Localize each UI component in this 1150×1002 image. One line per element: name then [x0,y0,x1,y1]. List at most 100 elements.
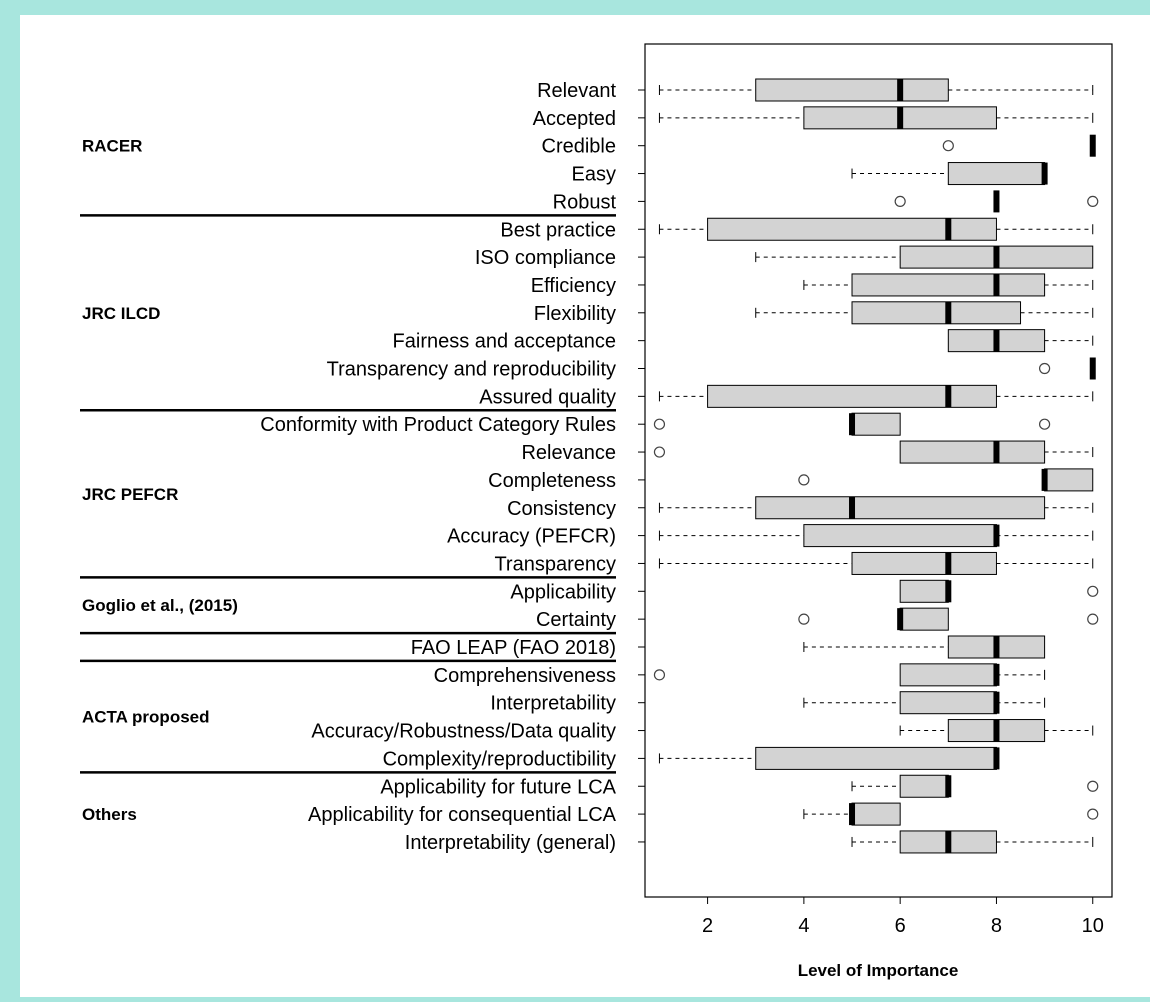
outlier-point [653,669,666,681]
median-bar [945,301,952,324]
median-bar [1089,134,1096,157]
category-labels: Relevant Accepted Credible Easy Robust Best p… [260,80,616,854]
x-tick-label: 6 [895,915,906,937]
group-label: RACER [82,137,142,156]
category-label: Flexibility [534,303,616,325]
median-bar [945,830,952,853]
category-label: Relevant [537,80,616,102]
x-tick-label: 4 [798,915,809,937]
box [851,412,901,436]
group-label: JRC ILCD [82,304,160,323]
median-bar [897,79,904,101]
outlier-point [798,474,810,486]
median-bar [993,691,1000,714]
outlier-point [942,140,954,152]
category-label: Interpretability [490,693,616,715]
median-bar [945,775,952,798]
median-bar [945,580,952,603]
category-label: Accuracy/Robustness/Data quality [311,721,616,743]
group-labels: RACER JRC ILCD JRC PEFCR Goglio et al., (20… [82,137,238,824]
x-tick-label: 10 [1082,915,1104,937]
category-label: Accepted [533,108,616,130]
box [851,551,997,575]
category-label: Applicability for consequential LCA [308,804,617,826]
x-axis-label: Level of Importance [798,961,959,980]
plot-frame [644,43,1113,898]
category-label: Best practice [500,219,616,241]
median-bar [897,106,904,129]
median-bar [993,246,1000,269]
category-label: Transparency [494,553,616,575]
median-bar [897,608,904,631]
median-bar [993,190,1000,213]
boxplot-chart: RACER JRC ILCD JRC PEFCR Goglio et al., (20… [80,43,1113,980]
category-label: Assured quality [479,386,616,408]
category-label: Transparency and reproducibility [327,359,616,381]
figure-card: RACER JRC ILCD JRC PEFCR Goglio et al., (20… [20,15,1150,997]
outlier-point [1038,362,1051,375]
box [899,579,949,603]
outlier-point [653,418,666,430]
category-label: Consistency [507,498,616,520]
median-bar [993,441,1000,464]
median-bar [945,552,952,575]
category-label: Interpretability (general) [405,832,616,854]
box [803,524,997,548]
category-label: Relevance [521,442,616,464]
median-bar [993,747,1000,770]
category-label: FAO LEAP (FAO 2018) [411,637,616,659]
box [899,440,1046,464]
box [707,217,997,241]
outlier-point [894,195,906,207]
category-label: Credible [542,136,616,158]
median-bar [993,273,1000,296]
group-label: Others [82,805,137,824]
category-label: Complexity/reproductibility [383,748,616,770]
group-separators [80,214,616,774]
median-bar [993,524,1000,547]
category-label: Applicability [510,581,616,603]
box [851,273,1046,297]
boxes [638,78,1099,854]
median-bar [849,496,856,519]
box [755,78,949,102]
box [899,607,949,631]
median-bar [945,385,952,408]
category-label: Conformity with Product Category Rules [260,414,616,436]
x-axis: 2 4 6 8 10 [702,897,1104,937]
outlier-point [1087,585,1099,597]
x-tick-label: 2 [702,915,713,937]
median-bar [849,803,856,826]
group-label: Goglio et al., (2015) [82,596,238,615]
median-bar [1041,162,1048,185]
category-label: Easy [572,164,616,186]
category-label: Fairness and acceptance [393,331,616,353]
outlier-point [653,446,666,458]
outlier-point [1087,613,1099,625]
category-label: Certainty [536,609,616,631]
category-label: Applicability for future LCA [380,776,616,798]
box [899,663,997,687]
box [851,301,1022,325]
category-label: Accuracy (PEFCR) [447,526,616,548]
median-bar [993,663,1000,686]
outlier-point [1087,808,1099,820]
box [755,746,997,770]
outlier-point [1087,780,1099,792]
median-bar [945,218,952,241]
box [947,162,1046,186]
median-bar [993,329,1000,352]
median-bar [1041,468,1048,491]
category-label: Completeness [488,470,616,492]
category-label: Comprehensiveness [434,665,616,687]
box [1044,468,1094,492]
category-label: ISO compliance [475,247,616,269]
median-bar [1089,357,1096,380]
median-bar [993,719,1000,742]
group-label: JRC PEFCR [82,485,178,504]
outlier-point [1038,418,1051,430]
category-label: Efficiency [531,275,616,297]
box [707,384,997,408]
box [899,774,949,798]
median-bar [993,636,1000,658]
